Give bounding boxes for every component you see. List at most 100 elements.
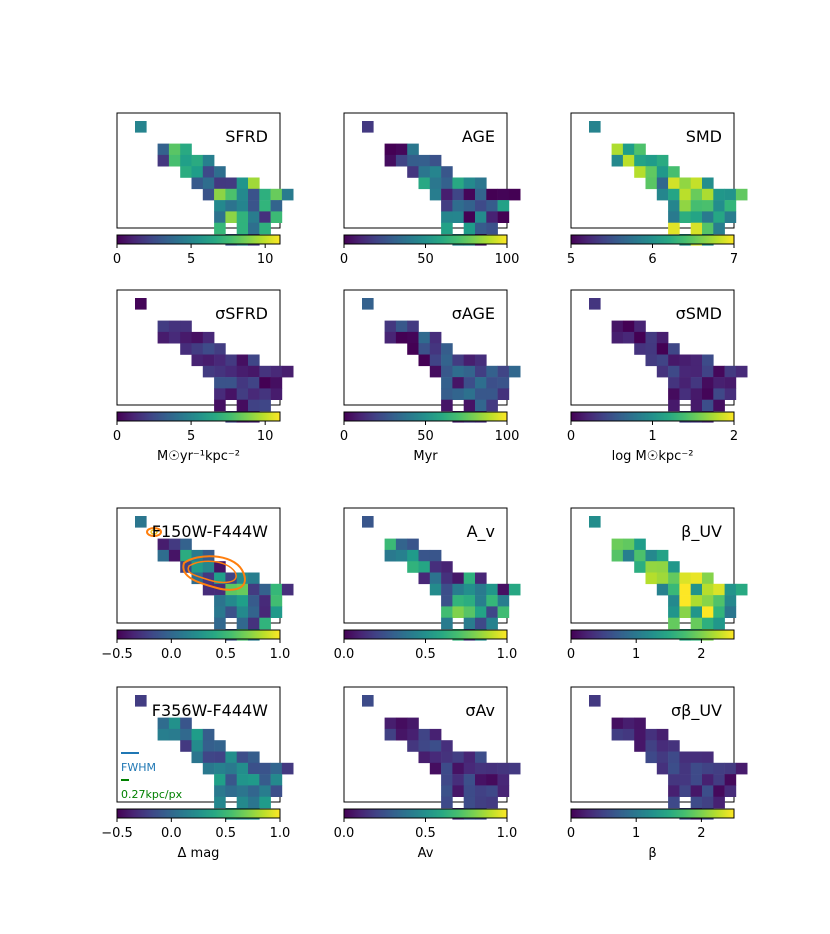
- heatmap-pixel: [236, 399, 249, 412]
- heatmap-pixel: [463, 617, 476, 630]
- heatmap-pixel: [191, 331, 204, 344]
- heatmap-pixel: [168, 331, 181, 344]
- heatmap-pixel: [713, 774, 725, 786]
- heatmap-pixel: [702, 388, 714, 400]
- heatmap-pixel: [429, 740, 442, 752]
- heatmap-pixel: [214, 354, 226, 367]
- heatmap-pixel: [214, 377, 226, 389]
- heatmap-pixel: [656, 343, 669, 355]
- heatmap-pixel: [724, 785, 737, 797]
- heatmap-pixel: [236, 762, 249, 775]
- heatmap-pixel: [225, 762, 237, 775]
- heatmap-pixel: [702, 399, 714, 412]
- heatmap-pixel: [395, 154, 408, 167]
- heatmap-pixel: [475, 595, 487, 607]
- heatmap-pixel: [202, 728, 215, 741]
- heatmap-pixel: [702, 785, 714, 797]
- colorbar: [570, 808, 735, 819]
- heatmap-pixel: [248, 388, 260, 400]
- colorbar-tick-label: 0: [113, 429, 121, 444]
- heatmap-pixel: [634, 561, 646, 573]
- heatmap-pixel: [441, 740, 453, 752]
- heatmap-pixel: [679, 200, 691, 212]
- heatmap-pixel: [497, 365, 510, 378]
- heatmap-pixel: [702, 200, 714, 212]
- heatmap-pixel: [270, 200, 283, 212]
- heatmap-pixel: [248, 211, 260, 223]
- heatmap-pixel: [634, 740, 646, 752]
- heatmap-pixel: [589, 516, 601, 528]
- heatmap-pixel: [463, 200, 476, 212]
- heatmap-pixel: [668, 572, 680, 585]
- heatmap-pixel: [463, 785, 476, 797]
- heatmap-pixel: [645, 561, 658, 573]
- heatmap-pixel: [475, 200, 487, 212]
- heatmap-pixel: [668, 561, 680, 573]
- heatmap-pixel: [668, 222, 680, 235]
- heatmap-pixel: [713, 399, 725, 412]
- heatmap-pixel: [690, 572, 703, 585]
- heatmap-pixel: [202, 154, 215, 167]
- heatmap-pixel: [429, 561, 442, 573]
- heatmap-pixel: [407, 154, 419, 167]
- heatmap-pixel: [407, 343, 419, 355]
- heatmap-pixel: [634, 143, 646, 156]
- heatmap-pixel: [248, 200, 260, 212]
- heatmap-pixel: [236, 222, 249, 235]
- heatmap-pixel: [202, 343, 215, 355]
- heatmap-pixel: [429, 188, 442, 201]
- heatmap-pixel: [589, 695, 601, 707]
- heatmap-pixel: [248, 354, 260, 367]
- heatmap-pixel: [611, 538, 624, 551]
- heatmap-pixel: [645, 343, 658, 355]
- heatmap-pixel: [395, 320, 408, 333]
- heatmap-pixel: [441, 177, 453, 190]
- heatmap-pixel: [362, 695, 374, 707]
- heatmap-pixel: [452, 188, 464, 201]
- heatmap-pixel: [168, 320, 181, 333]
- heatmap-pixel: [679, 583, 691, 596]
- heatmap-pixel: [441, 211, 453, 223]
- heatmap-pixel: [259, 399, 271, 412]
- colorbar-tick-label: −0.5: [101, 826, 133, 841]
- heatmap-pixel: [202, 561, 215, 573]
- heatmap-pixel: [634, 549, 646, 562]
- colorbar-tick-label: 0: [340, 252, 348, 267]
- heatmap-pixel: [202, 354, 215, 367]
- heatmap-pixel: [418, 331, 431, 344]
- colorbar-tick-label: 1.0: [497, 647, 518, 662]
- heatmap-pixel: [281, 583, 294, 596]
- colorbar-tick-label: 1.0: [270, 826, 291, 841]
- heatmap-pixel: [236, 211, 249, 223]
- panel-10: F356W-F444W FWHM 0.27kpc/px −0.5 0.0 0.5 1.0 Δ …: [101, 686, 294, 861]
- heatmap-pixel: [463, 572, 476, 585]
- heatmap-pixel: [475, 388, 487, 400]
- heatmap-pixel: [713, 606, 725, 618]
- heatmap-pixel: [441, 595, 453, 607]
- heatmap-pixel: [259, 188, 271, 201]
- heatmap-pixel: [270, 365, 283, 378]
- heatmap-pixel: [690, 377, 703, 389]
- heatmap-pixel: [441, 200, 453, 212]
- heatmap-pixel: [668, 617, 680, 630]
- colorbar-tick-label: 50: [417, 252, 434, 267]
- panel-title: SFRD: [225, 127, 268, 146]
- heatmap-pixel: [259, 762, 271, 775]
- colorbar-tick-label: 6: [648, 252, 656, 267]
- heatmap-pixel: [735, 762, 748, 775]
- heatmap-pixel: [157, 538, 170, 551]
- colorbar-tick-label: 1.0: [497, 826, 518, 841]
- heatmap-pixel: [281, 365, 294, 378]
- heatmap-pixel: [441, 561, 453, 573]
- heatmap-pixel: [236, 365, 249, 378]
- heatmap-pixel: [690, 617, 703, 630]
- heatmap-pixel: [384, 538, 397, 551]
- scale-label: 0.27kpc/px: [121, 788, 183, 801]
- heatmap-pixel: [679, 354, 691, 367]
- heatmap-pixel: [497, 785, 510, 797]
- heatmap-pixel: [690, 399, 703, 412]
- heatmap-pixel: [214, 211, 226, 223]
- heatmap-pixel: [384, 549, 397, 562]
- heatmap-pixel: [452, 785, 464, 797]
- heatmap-pixel: [475, 354, 487, 367]
